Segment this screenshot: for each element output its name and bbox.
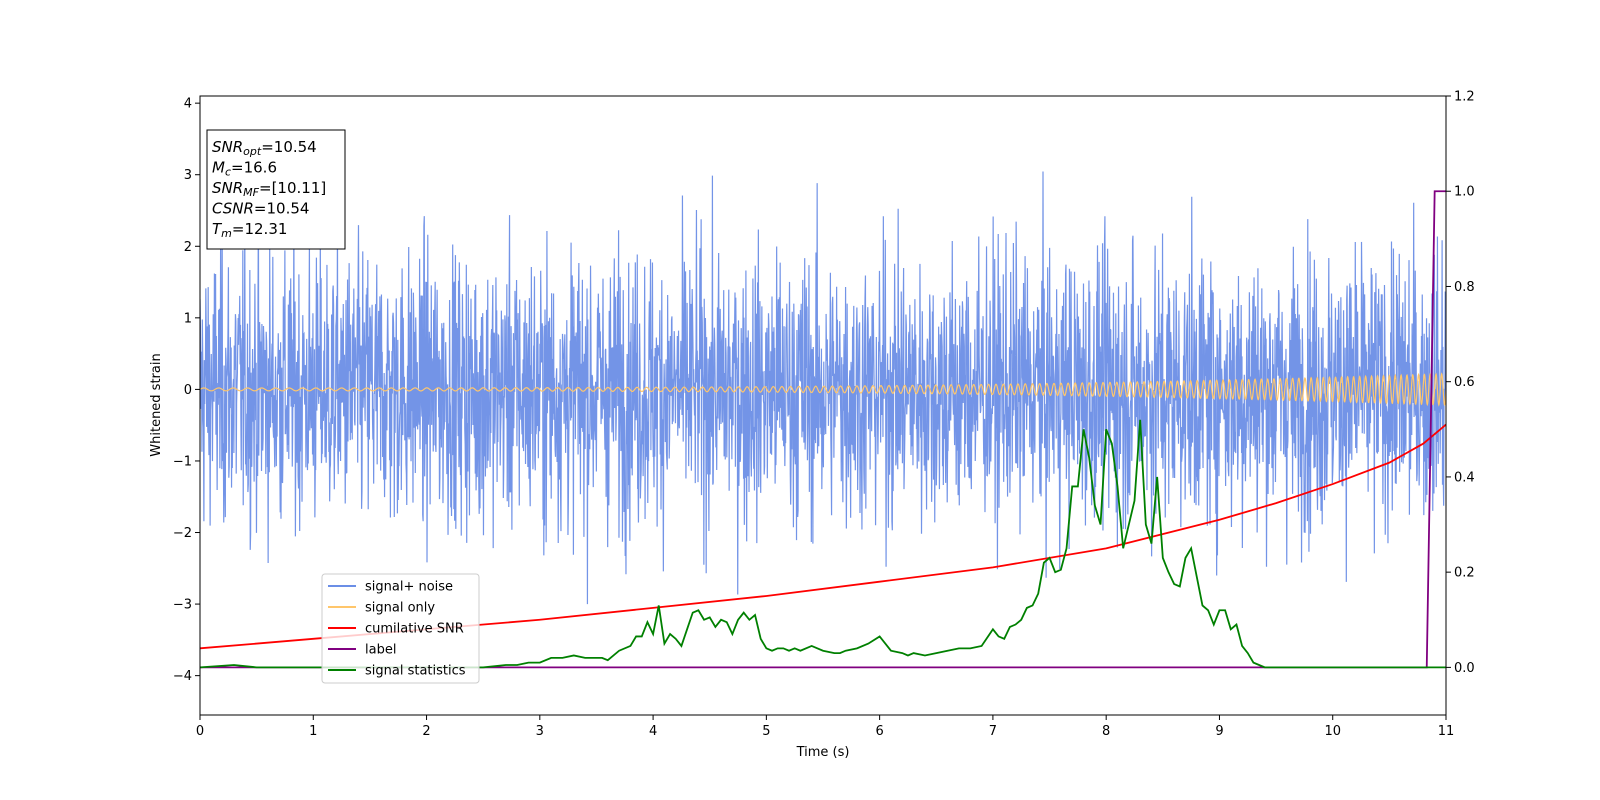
info-box-line: SNRopt=10.54 [212, 138, 317, 158]
x-tick-label: 6 [875, 724, 883, 739]
y-axis-label: Whitened strain [149, 353, 164, 456]
y-axis-left: 4 3 2 1 0 −1 −2 −3 −4 [173, 97, 200, 684]
y-axis-right: 1.2 1.0 0.8 0.6 0.4 0.2 0.0 [1446, 90, 1475, 676]
x-tick-label: 5 [762, 724, 770, 739]
info-box-line: Mc=16.6 [212, 159, 277, 179]
y-right-tick-label: 1.2 [1454, 90, 1475, 105]
info-box-frame [206, 129, 346, 250]
x-tick-label: 3 [536, 724, 544, 739]
y-left-tick-label: 4 [184, 97, 192, 112]
legend-frame [321, 573, 480, 684]
plot-frame [199, 95, 1447, 716]
x-tick-label: 2 [422, 724, 430, 739]
y-left-tick-label: 0 [184, 383, 192, 398]
x-tick-label: 7 [989, 724, 997, 739]
legend-label: signal statistics [365, 664, 466, 679]
x-tick-label: 11 [1438, 724, 1455, 739]
y-left-tick-label: −3 [173, 598, 192, 613]
series-label [200, 190, 1446, 669]
x-tick-label: 0 [196, 724, 204, 739]
legend-label: signal+ noise [365, 580, 453, 595]
x-tick-label: 10 [1324, 724, 1341, 739]
series-signal-statistics [200, 419, 1446, 669]
y-right-tick-label: 0.4 [1454, 470, 1475, 485]
y-left-tick-label: −4 [173, 669, 192, 684]
x-tick-label: 1 [309, 724, 317, 739]
series-signal-noise [200, 171, 1446, 605]
y-left-tick-label: −1 [173, 454, 192, 469]
y-right-tick-label: 1.0 [1454, 185, 1475, 200]
y-left-tick-label: −2 [173, 526, 192, 541]
x-axis-label: Time (s) [796, 745, 850, 760]
y-right-tick-label: 0.2 [1454, 566, 1475, 581]
info-box-line: SNRMF=[10.11] [212, 179, 326, 199]
legend: signal+ noise signal only cumilative SNR la… [321, 573, 480, 684]
y-right-tick-label: 0.6 [1454, 375, 1475, 390]
info-box: SNRopt=10.54Mc=16.6SNRMF=[10.11]CSNR=10.… [206, 129, 346, 250]
x-tick-label: 4 [649, 724, 657, 739]
y-left-tick-label: 1 [184, 311, 192, 326]
legend-label: label [365, 643, 396, 658]
x-tick-label: 8 [1102, 724, 1110, 739]
x-axis: 0 1 2 3 4 5 6 7 8 9 10 11 [196, 715, 1454, 739]
legend-label: cumilative SNR [365, 622, 464, 637]
y-right-tick-label: 0.0 [1454, 661, 1475, 676]
y-right-tick-label: 0.8 [1454, 280, 1475, 295]
y-left-tick-label: 3 [184, 168, 192, 183]
x-tick-label: 9 [1215, 724, 1223, 739]
info-box-line: Tm=12.31 [212, 220, 287, 240]
legend-label: signal only [365, 601, 435, 616]
y-left-tick-label: 2 [184, 240, 192, 255]
series-signal-only [200, 372, 1446, 407]
info-box-line: CSNR=10.54 [212, 200, 309, 218]
